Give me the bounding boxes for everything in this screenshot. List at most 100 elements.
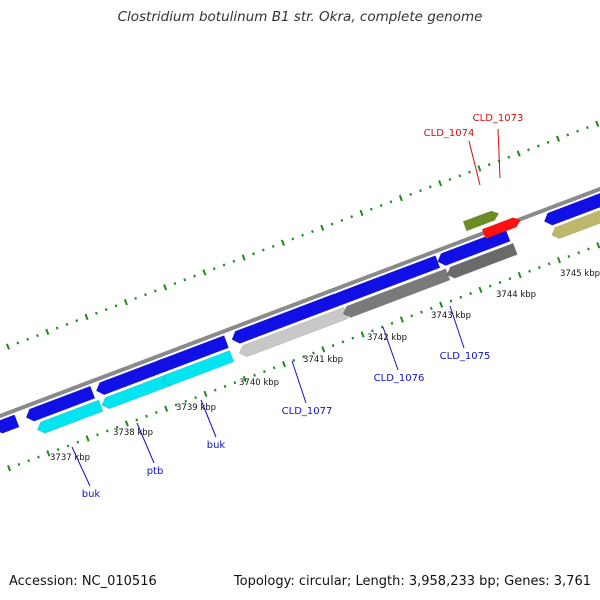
inner-tick [459,295,463,299]
inner-tick [380,325,384,329]
outer-tick [546,140,550,144]
outer-tick [398,194,403,202]
outer-tick [123,298,128,306]
outer-tick [45,328,50,335]
inner-tick [292,358,296,362]
inner-tick [469,292,472,296]
inner-tick [351,336,355,340]
outer-tick [144,293,147,297]
tick-label: 3743 kbp [431,311,471,321]
outer-tick [477,165,482,172]
outer-tick [241,254,246,261]
inner-tick [498,280,502,284]
outer-tick [36,334,39,338]
gene-label: CLD_1075 [440,351,491,362]
outer-tick [330,222,334,226]
inner-tick [66,444,70,448]
outer-tick [409,192,413,196]
inner-tick [478,286,483,294]
inner-tick [596,242,600,249]
inner-tick [164,405,169,412]
outer-tick [301,233,304,237]
outer-tick [95,311,98,315]
inner-tick [272,366,276,370]
outer-tick [379,204,383,208]
inner-tick [135,418,139,422]
gene-label: ptb [147,466,164,477]
inner-tick [321,346,326,353]
tick-label: 3740 kbp [239,378,279,388]
tick-label: 3738 kbp [113,428,153,438]
inner-tick [537,266,541,270]
inner-tick [517,271,522,279]
outer-tick [487,163,491,167]
inner-tick [528,269,531,273]
inner-tick [154,410,158,414]
outer-tick [419,189,422,193]
inner-tick [410,314,414,318]
outer-tick [527,148,530,152]
outer-tick [350,215,354,219]
outer-tick [576,129,579,133]
outer-tick [65,322,69,326]
gene-label: CLD_1077 [282,406,333,417]
gene-buk-block-2 [162,350,235,387]
cds-block [25,385,96,422]
outer-tick [448,177,452,182]
outer-tick [261,248,265,252]
outer-tick [104,308,108,312]
inner-tick [508,277,512,281]
tick-label: 3745 kbp [560,269,600,279]
gene-label: CLD_1073 [473,113,524,124]
outer-tick [114,304,118,308]
gene-cld-1073-block [481,217,521,240]
gene-label: CLD_1076 [374,373,425,384]
inner-tick [242,375,247,383]
outer-tick [280,239,285,246]
cds-block [543,192,600,226]
gene-label: CLD_1074 [424,128,475,139]
outer-tick [586,125,589,130]
cds-block [156,335,230,373]
inner-tick [557,256,561,264]
inner-tick [390,321,394,325]
inner-tick [213,388,217,392]
inner-tick [567,254,571,258]
tick-label: 3741 kbp [303,355,343,365]
outer-tick [468,170,471,174]
outer-tick [536,144,540,148]
outer-tick [291,237,295,241]
inner-tick [399,316,404,323]
inner-tick [488,284,492,288]
outer-tick [458,174,462,178]
inner-tick [439,301,444,308]
inner-tick [194,396,198,400]
gene-cld-1074-block [462,210,500,232]
inner-tick [420,310,423,314]
cds-block [332,255,441,306]
outer-tick [222,263,226,267]
inner-tick [577,251,581,255]
leader-line [200,399,217,438]
cds-block [0,414,20,434]
gene-buk-block [36,399,104,434]
outer-tick [5,343,10,350]
inner-tick [184,399,188,403]
outer-tick [566,133,570,137]
inner-tick [282,360,287,368]
tick-label: 3737 kbp [50,453,90,463]
leader-line [136,422,155,464]
outer-tick [193,274,196,278]
tick-label: 3744 kbp [496,290,536,300]
inner-tick [115,425,119,429]
inner-tick [145,414,148,418]
leader-line [468,140,481,186]
inner-tick [331,344,335,348]
outer-tick [311,230,314,234]
inner-tick [263,370,266,374]
outer-tick [595,120,600,127]
outer-tick [252,252,255,256]
leader-line [71,446,91,487]
inner-tick [27,459,31,463]
